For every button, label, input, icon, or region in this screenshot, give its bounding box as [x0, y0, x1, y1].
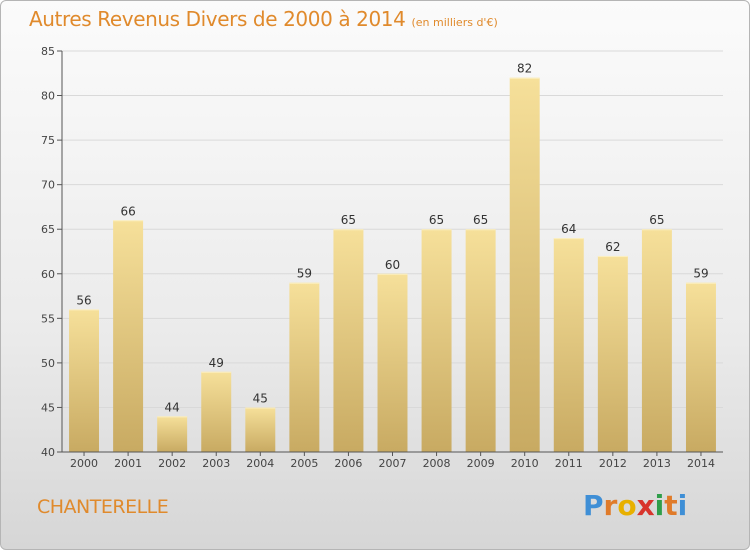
- data-label-2004: 45: [253, 391, 268, 405]
- x-tick-label-2002: 2002: [158, 457, 186, 470]
- data-label-2000: 56: [76, 293, 91, 307]
- bar-2002: [157, 416, 188, 452]
- data-label-2002: 44: [165, 400, 180, 414]
- proxiti-logo: Proxiti: [583, 489, 687, 522]
- data-label-2009: 65: [473, 213, 488, 227]
- data-label-2001: 66: [120, 204, 135, 218]
- y-tick-label: 60: [41, 268, 55, 281]
- data-label-2005: 59: [297, 267, 312, 281]
- logo-letter: o: [617, 489, 637, 522]
- y-tick-label: 40: [41, 446, 55, 459]
- y-tick-label: 65: [41, 223, 55, 236]
- bar-2003: [201, 371, 232, 452]
- chart-subtitle: (en milliers d'€): [411, 16, 498, 29]
- bars: [69, 77, 716, 452]
- x-tick-label-2007: 2007: [379, 457, 407, 470]
- bar-2011: [553, 238, 584, 452]
- x-tick-label-2003: 2003: [202, 457, 230, 470]
- bar-2014: [685, 282, 716, 452]
- bar-2010: [509, 77, 540, 452]
- bar-2004: [245, 407, 276, 452]
- bar-2009: [465, 229, 496, 452]
- commune-name: CHANTERELLE: [37, 496, 169, 518]
- y-tick-label: 80: [41, 90, 55, 103]
- x-tick-label-2004: 2004: [246, 457, 274, 470]
- data-label-2011: 64: [561, 222, 576, 236]
- x-tick-label-2005: 2005: [290, 457, 318, 470]
- logo-letter: i: [654, 489, 665, 522]
- bar-2012: [597, 255, 628, 452]
- title-block: Autres Revenus Divers de 2000 à 2014 (en …: [29, 7, 498, 31]
- x-tick-label-2014: 2014: [687, 457, 715, 470]
- x-tick-label-2012: 2012: [599, 457, 627, 470]
- logo-letter: i: [677, 489, 688, 522]
- x-tick-label-2009: 2009: [467, 457, 495, 470]
- bar-2006: [333, 229, 364, 452]
- logo-letter: r: [603, 489, 618, 522]
- y-tick-label: 50: [41, 357, 55, 370]
- data-labels: 56 66 44 49 45 59 65 60 65 65 82 64 62 65 59: [76, 62, 708, 415]
- logo-letter: x: [636, 489, 655, 522]
- data-label-2013: 65: [649, 213, 664, 227]
- x-tick-label-2011: 2011: [555, 457, 583, 470]
- data-label-2010: 82: [517, 62, 532, 76]
- bar-2000: [69, 309, 100, 452]
- y-tick-label: 70: [41, 179, 55, 192]
- x-tick-label-2006: 2006: [334, 457, 362, 470]
- x-tick-label-2010: 2010: [511, 457, 539, 470]
- y-tick-label: 55: [41, 312, 55, 325]
- data-label-2006: 65: [341, 213, 356, 227]
- x-tick-label-2008: 2008: [423, 457, 451, 470]
- x-tick-label-2013: 2013: [643, 457, 671, 470]
- chart-title: Autres Revenus Divers de 2000 à 2014: [29, 7, 406, 31]
- data-label-2014: 59: [693, 267, 708, 281]
- bar-2001: [113, 220, 144, 452]
- logo-letter: P: [583, 489, 604, 522]
- bar-2013: [641, 229, 672, 452]
- bar-2008: [421, 229, 452, 452]
- axes: 40 45 50 55 60 65 70 75 80 85 2000 2001 2002 2003 2004…: [41, 45, 723, 470]
- data-label-2003: 49: [209, 356, 224, 370]
- y-tick-label: 85: [41, 45, 55, 58]
- logo-letter: t: [664, 489, 678, 522]
- bar-2005: [289, 282, 320, 452]
- data-label-2007: 60: [385, 258, 400, 272]
- x-tick-label-2001: 2001: [114, 457, 142, 470]
- y-tick-label: 75: [41, 134, 55, 147]
- data-label-2012: 62: [605, 240, 620, 254]
- bar-2007: [377, 273, 408, 452]
- data-label-2008: 65: [429, 213, 444, 227]
- y-tick-label: 45: [41, 401, 55, 414]
- x-tick-label-2000: 2000: [70, 457, 98, 470]
